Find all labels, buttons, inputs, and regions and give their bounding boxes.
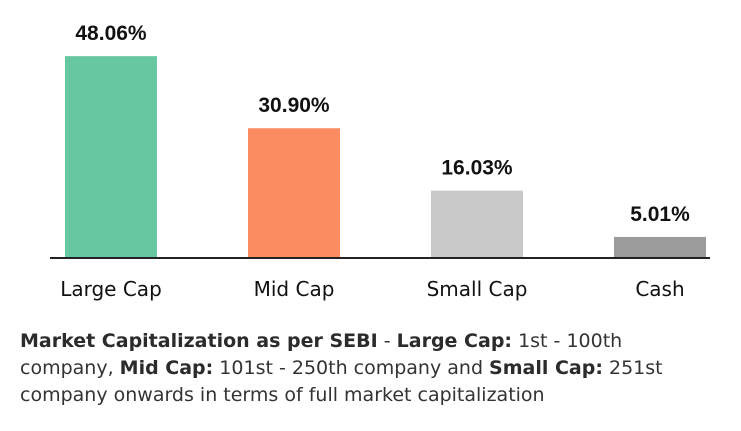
footnote-large-cap-def: 1st - 100th company, bbox=[20, 330, 623, 379]
labels-group: 48.06% Large Cap 30.90% Mid Cap 16.03% Small … bbox=[60, 22, 690, 301]
category-label-large-cap: Large Cap bbox=[60, 277, 162, 301]
bars-group bbox=[65, 56, 706, 259]
category-label-small-cap: Small Cap bbox=[427, 277, 528, 301]
value-label-large-cap: 48.06% bbox=[75, 22, 147, 45]
footnote-mid-cap-term: Mid Cap: bbox=[119, 357, 214, 379]
footnote-small-cap-def: 251st company onwards in terms of full m… bbox=[20, 357, 663, 406]
category-label-cash: Cash bbox=[635, 277, 684, 301]
bar-cash bbox=[614, 236, 706, 258]
footnote: Market Capitalization as per SEBI - Larg… bbox=[20, 328, 720, 409]
bar-chart: 48.06% Large Cap 30.90% Mid Cap 16.03% Small … bbox=[50, 22, 710, 301]
footnote-title: Market Capitalization as per SEBI bbox=[20, 330, 378, 352]
category-label-mid-cap: Mid Cap bbox=[254, 277, 335, 301]
footnote-large-cap-term: Large Cap: bbox=[396, 330, 513, 352]
value-label-mid-cap: 30.90% bbox=[258, 94, 330, 117]
footnote-mid-cap-def: 101st - 250th company and bbox=[213, 357, 490, 379]
footnote-small-cap-term: Small Cap: bbox=[489, 357, 603, 379]
bar-mid-cap bbox=[248, 128, 340, 258]
value-label-small-cap: 16.03% bbox=[441, 157, 513, 180]
footnote-separator: - bbox=[377, 330, 397, 352]
value-label-cash: 5.01% bbox=[630, 203, 690, 226]
bar-large-cap bbox=[65, 56, 157, 259]
bar-small-cap bbox=[431, 190, 523, 258]
